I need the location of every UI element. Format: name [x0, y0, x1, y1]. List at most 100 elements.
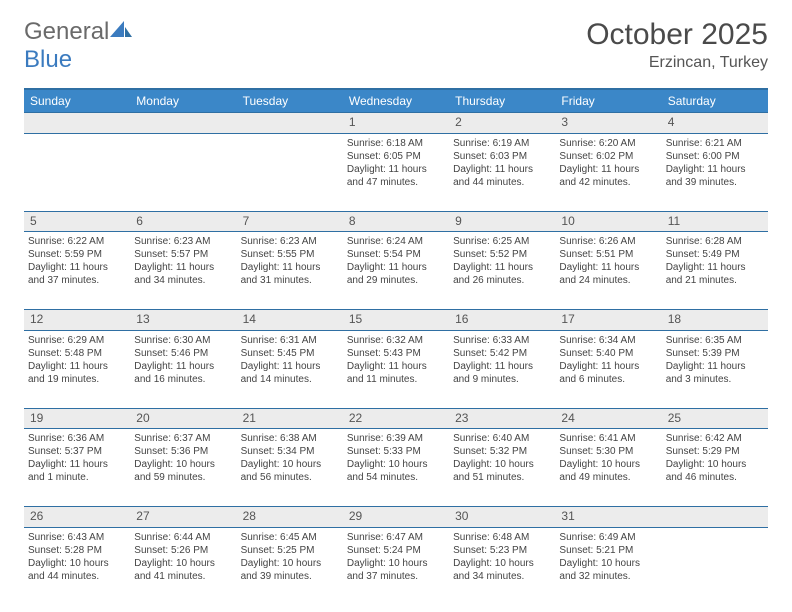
daylight-text: and 47 minutes. — [347, 176, 445, 189]
weekday-header: Tuesday — [237, 89, 343, 113]
sunset-text: Sunset: 5:43 PM — [347, 347, 445, 360]
daylight-text: and 32 minutes. — [559, 570, 657, 583]
day-cell: Sunrise: 6:33 AMSunset: 5:42 PMDaylight:… — [449, 330, 555, 408]
day-number: 22 — [343, 408, 449, 429]
brand-logo: General Blue — [24, 18, 132, 74]
sunrise-text: Sunrise: 6:35 AM — [666, 334, 764, 347]
daylight-text: Daylight: 11 hours — [134, 360, 232, 373]
sunrise-text: Sunrise: 6:47 AM — [347, 531, 445, 544]
day-number: 16 — [449, 310, 555, 331]
day-cell: Sunrise: 6:43 AMSunset: 5:28 PMDaylight:… — [24, 527, 130, 605]
sunrise-text: Sunrise: 6:22 AM — [28, 235, 126, 248]
sunrise-text: Sunrise: 6:45 AM — [241, 531, 339, 544]
sunrise-text: Sunrise: 6:19 AM — [453, 137, 551, 150]
day-number: 4 — [662, 113, 768, 134]
daylight-text: and 46 minutes. — [666, 471, 764, 484]
daylight-text: and 16 minutes. — [134, 373, 232, 386]
daylight-text: Daylight: 11 hours — [453, 261, 551, 274]
day-cell: Sunrise: 6:20 AMSunset: 6:02 PMDaylight:… — [555, 133, 661, 211]
day-cell: Sunrise: 6:26 AMSunset: 5:51 PMDaylight:… — [555, 232, 661, 310]
sunset-text: Sunset: 5:28 PM — [28, 544, 126, 557]
daylight-text: and 44 minutes. — [453, 176, 551, 189]
day-cell: Sunrise: 6:40 AMSunset: 5:32 PMDaylight:… — [449, 429, 555, 507]
daylight-text: Daylight: 11 hours — [453, 163, 551, 176]
sunset-text: Sunset: 5:25 PM — [241, 544, 339, 557]
day-cell: Sunrise: 6:48 AMSunset: 5:23 PMDaylight:… — [449, 527, 555, 605]
day-cell: Sunrise: 6:41 AMSunset: 5:30 PMDaylight:… — [555, 429, 661, 507]
daylight-text: Daylight: 10 hours — [134, 458, 232, 471]
sunrise-text: Sunrise: 6:25 AM — [453, 235, 551, 248]
daylight-text: and 51 minutes. — [453, 471, 551, 484]
sunrise-text: Sunrise: 6:26 AM — [559, 235, 657, 248]
sunrise-text: Sunrise: 6:30 AM — [134, 334, 232, 347]
sunrise-text: Sunrise: 6:36 AM — [28, 432, 126, 445]
day-cell: Sunrise: 6:23 AMSunset: 5:55 PMDaylight:… — [237, 232, 343, 310]
sunset-text: Sunset: 5:57 PM — [134, 248, 232, 261]
weekday-header: Friday — [555, 89, 661, 113]
day-cell: Sunrise: 6:45 AMSunset: 5:25 PMDaylight:… — [237, 527, 343, 605]
day-number: 24 — [555, 408, 661, 429]
day-cell: Sunrise: 6:42 AMSunset: 5:29 PMDaylight:… — [662, 429, 768, 507]
daylight-text: and 3 minutes. — [666, 373, 764, 386]
sunset-text: Sunset: 5:33 PM — [347, 445, 445, 458]
sunrise-text: Sunrise: 6:40 AM — [453, 432, 551, 445]
day-cell: Sunrise: 6:30 AMSunset: 5:46 PMDaylight:… — [130, 330, 236, 408]
title-block: October 2025 Erzincan, Turkey — [586, 18, 768, 72]
brand-part2: Blue — [24, 46, 72, 73]
sunset-text: Sunset: 5:55 PM — [241, 248, 339, 261]
day-data-row: Sunrise: 6:22 AMSunset: 5:59 PM Daylight:… — [24, 232, 768, 310]
sunset-text: Sunset: 5:40 PM — [559, 347, 657, 360]
sunset-text: Sunset: 5:59 PM — [28, 248, 126, 261]
daylight-text: Daylight: 11 hours — [347, 360, 445, 373]
day-number: 28 — [237, 507, 343, 528]
daylight-text: Daylight: 10 hours — [347, 557, 445, 570]
daylight-text: Daylight: 10 hours — [666, 458, 764, 471]
sunrise-text: Sunrise: 6:23 AM — [134, 235, 232, 248]
sunrise-text: Sunrise: 6:21 AM — [666, 137, 764, 150]
day-cell: Sunrise: 6:32 AMSunset: 5:43 PMDaylight:… — [343, 330, 449, 408]
daylight-text: Daylight: 11 hours — [559, 360, 657, 373]
sunset-text: Sunset: 6:02 PM — [559, 150, 657, 163]
daylight-text: and 1 minute. — [28, 471, 126, 484]
day-number-row: 262728293031 — [24, 507, 768, 528]
day-number: 3 — [555, 113, 661, 134]
daylight-text: Daylight: 10 hours — [241, 557, 339, 570]
daylight-text: Daylight: 11 hours — [241, 261, 339, 274]
sunset-text: Sunset: 5:24 PM — [347, 544, 445, 557]
daylight-text: Daylight: 11 hours — [666, 261, 764, 274]
daylight-text: Daylight: 11 hours — [28, 458, 126, 471]
day-cell: Sunrise: 6:37 AMSunset: 5:36 PMDaylight:… — [130, 429, 236, 507]
sunset-text: Sunset: 5:37 PM — [28, 445, 126, 458]
daylight-text: Daylight: 11 hours — [241, 360, 339, 373]
day-number: 21 — [237, 408, 343, 429]
sunrise-text: Sunrise: 6:48 AM — [453, 531, 551, 544]
brand-part1: General — [24, 18, 109, 45]
daylight-text: and 42 minutes. — [559, 176, 657, 189]
day-number: 9 — [449, 211, 555, 232]
daylight-text: Daylight: 11 hours — [347, 261, 445, 274]
day-cell: Sunrise: 6:44 AMSunset: 5:26 PMDaylight:… — [130, 527, 236, 605]
day-number: 14 — [237, 310, 343, 331]
daylight-text: and 54 minutes. — [347, 471, 445, 484]
sunrise-text: Sunrise: 6:24 AM — [347, 235, 445, 248]
day-number-row: 19202122232425 — [24, 408, 768, 429]
daylight-text: Daylight: 10 hours — [241, 458, 339, 471]
day-cell: Sunrise: 6:21 AMSunset: 6:00 PMDaylight:… — [662, 133, 768, 211]
page-title: October 2025 — [586, 18, 768, 52]
sunset-text: Sunset: 5:52 PM — [453, 248, 551, 261]
sunrise-text: Sunrise: 6:39 AM — [347, 432, 445, 445]
sunrise-text: Sunrise: 6:42 AM — [666, 432, 764, 445]
sunset-text: Sunset: 5:42 PM — [453, 347, 551, 360]
day-cell: Sunrise: 6:29 AMSunset: 5:48 PMDaylight:… — [24, 330, 130, 408]
daylight-text: Daylight: 10 hours — [559, 557, 657, 570]
day-number: 20 — [130, 408, 236, 429]
daylight-text: Daylight: 11 hours — [666, 163, 764, 176]
sunrise-text: Sunrise: 6:37 AM — [134, 432, 232, 445]
day-number: 1 — [343, 113, 449, 134]
brand-text: General Blue — [24, 18, 132, 74]
sunset-text: Sunset: 5:46 PM — [134, 347, 232, 360]
daylight-text: Daylight: 11 hours — [559, 261, 657, 274]
day-cell: Sunrise: 6:39 AMSunset: 5:33 PMDaylight:… — [343, 429, 449, 507]
day-number: 8 — [343, 211, 449, 232]
day-cell: Sunrise: 6:28 AMSunset: 5:49 PMDaylight:… — [662, 232, 768, 310]
